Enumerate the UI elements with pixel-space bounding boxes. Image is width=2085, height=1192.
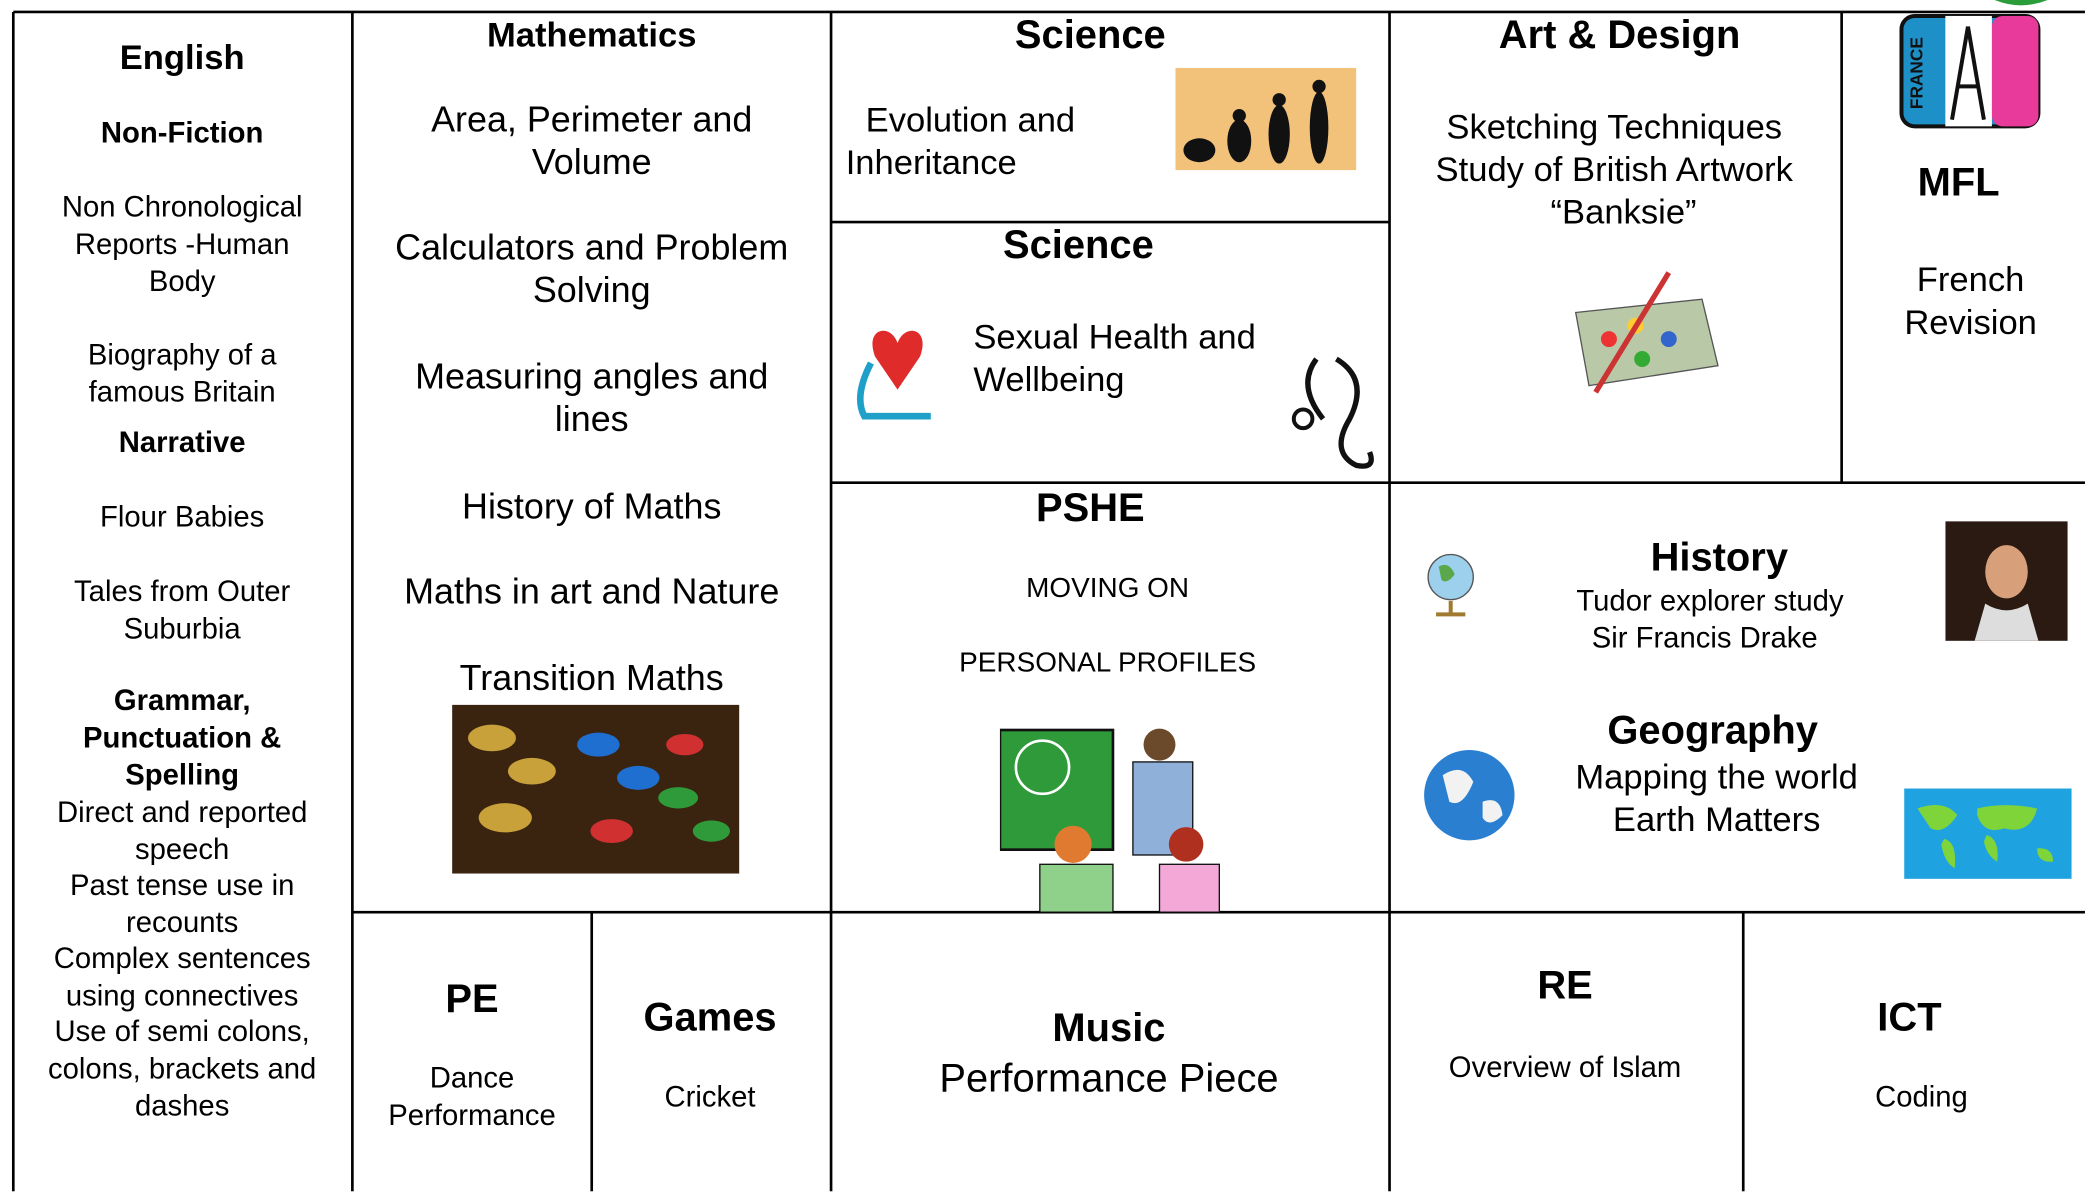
item: Past tense use in recounts	[69, 868, 295, 939]
item: Calculators and Problem Solving	[395, 227, 789, 310]
item: Overview of Islam	[1448, 1050, 1682, 1084]
item: Study of British Artwork	[1435, 148, 1793, 189]
world-map-image	[1904, 788, 2072, 879]
item: Cricket	[664, 1079, 756, 1113]
item: Measuring angles and lines	[415, 356, 769, 439]
item: “Banksie”	[1550, 191, 1697, 232]
section-heading: Non-Fiction	[100, 115, 264, 149]
portrait-image	[1945, 521, 2068, 641]
re-title: RE	[1537, 964, 1593, 1008]
item: Sexual Health and Wellbeing	[973, 316, 1256, 399]
item: Evolution and Inheritance	[845, 99, 1076, 183]
section-heading: Grammar, Punctuation & Spelling	[83, 683, 282, 792]
history-title: History	[1650, 535, 1789, 580]
palette-image	[1574, 271, 1719, 394]
badge-text: FRANCE	[1907, 37, 1927, 109]
item: Complex sentences using connectives	[53, 941, 311, 1012]
heart-image	[856, 330, 931, 420]
item: Area, Perimeter and Volume	[431, 99, 753, 183]
science-title: Science	[1014, 13, 1166, 58]
globe-image	[1427, 553, 1474, 617]
item: Maths in art and Nature	[404, 571, 780, 612]
item: Transition Maths	[459, 658, 724, 699]
games-title: Games	[643, 995, 777, 1040]
classroom-image	[999, 728, 1220, 913]
france-badge-image: FRANCE	[1899, 13, 2041, 129]
abacus-image	[452, 704, 740, 874]
mfl-title: MFL	[1917, 160, 2000, 205]
music-title: Music	[1052, 1006, 1166, 1051]
item: Earth Matters	[1612, 799, 1821, 840]
item: Biography of a famous Britain	[87, 337, 277, 409]
item: Direct and reported speech	[56, 795, 308, 866]
item: History of Maths	[462, 486, 722, 527]
ict-title: ICT	[1877, 995, 1942, 1040]
art-title: Art & Design	[1498, 13, 1741, 58]
item: Mapping the world	[1575, 756, 1858, 797]
item: Sir Francis Drake	[1591, 620, 1818, 655]
earth-image	[1424, 749, 1515, 841]
item: Dance Performance	[388, 1061, 556, 1132]
item: MOVING ON	[1026, 573, 1190, 604]
section-heading: Narrative	[118, 425, 246, 459]
item: French Revision	[1904, 259, 2037, 342]
pshe-title: PSHE	[1036, 486, 1145, 531]
item: Non Chronological Reports -Human Body	[61, 190, 303, 298]
stethoscope-image	[1291, 356, 1374, 469]
english-title: English	[119, 37, 245, 78]
maths-title: Mathematics	[487, 14, 697, 55]
item: Tales from Outer Suburbia	[74, 574, 291, 645]
item: Sketching Techniques	[1446, 106, 1783, 147]
item: Flour Babies	[100, 499, 265, 534]
item: Performance Piece	[939, 1057, 1279, 1101]
pe-title: PE	[445, 977, 499, 1022]
item: Coding	[1875, 1079, 1968, 1113]
geography-title: Geography	[1607, 708, 1818, 753]
evolution-image	[1175, 67, 1357, 171]
item: Tudor explorer study	[1576, 583, 1844, 617]
item: Use of semi colons, colons, brackets and…	[48, 1014, 317, 1123]
science-title: Science	[1002, 223, 1154, 268]
item: PERSONAL PROFILES	[959, 647, 1257, 679]
